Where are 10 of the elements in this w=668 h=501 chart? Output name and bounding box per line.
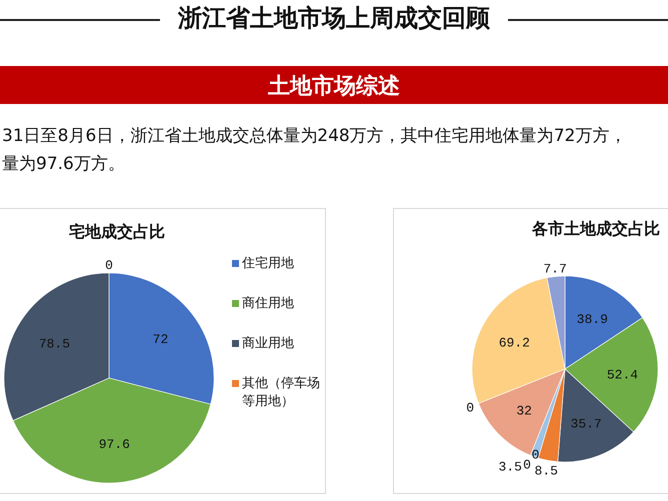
legend-label: 商业用地 [242,336,294,351]
text: 浙江省土地市场上周成交回顾 [160,4,508,32]
legend-label: 商住用地 [242,296,294,311]
text: 量为97.6万方。 [2,153,125,175]
chart-title: 宅地成交占比 [69,222,165,243]
text: 31日至8月6日，浙江省土地成交总体量为248万方，其中住宅用地体量为72万方， [2,125,626,147]
chart-title: 各市土地成交占比 [532,219,660,240]
text: 土地市场综述 [267,72,401,101]
legend-label: 其他（停车场等用地） [242,376,320,409]
legend-label: 住宅用地 [242,256,294,271]
